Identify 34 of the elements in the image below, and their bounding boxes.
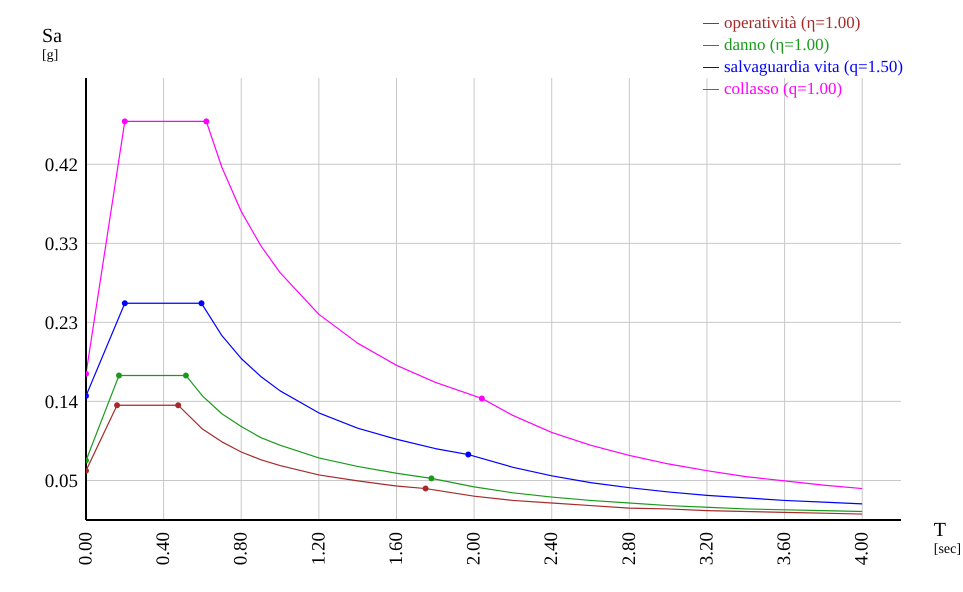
x-tick-label: 4.00 xyxy=(852,532,873,566)
legend-label: collasso (q=1.00) xyxy=(724,78,842,100)
x-tick-label: 3.60 xyxy=(774,532,796,566)
point xyxy=(182,372,189,378)
point xyxy=(198,300,204,306)
x-tick-label: 3.20 xyxy=(696,532,718,566)
y-axis-title: Sa [g] xyxy=(42,25,62,65)
x-tick-label: 2.80 xyxy=(618,532,640,566)
y-tick-label: 0.33 xyxy=(44,234,78,256)
x-tick-label: 0.00 xyxy=(76,532,96,566)
point xyxy=(116,372,122,378)
point xyxy=(114,402,120,408)
x-tick-label: 0.80 xyxy=(230,532,252,566)
y-tick-label: 0.23 xyxy=(44,313,78,334)
y-tick-label: 0.14 xyxy=(44,392,78,414)
point xyxy=(175,402,182,408)
x-tick-label: 1.20 xyxy=(308,532,330,566)
point xyxy=(122,300,128,306)
point xyxy=(478,395,485,402)
x-tick-label: 2.40 xyxy=(541,532,562,566)
point xyxy=(428,475,434,482)
y-tick-label: 0.05 xyxy=(44,471,78,492)
x-tick-label: 1.60 xyxy=(386,532,407,566)
point xyxy=(422,486,429,492)
point xyxy=(465,452,472,458)
x-tick-label: 0.40 xyxy=(153,532,174,566)
legend-label: salvaguardia vita (q=1.50) xyxy=(724,56,903,78)
x-axis-title: T [sec] xyxy=(934,519,961,559)
point xyxy=(122,118,128,124)
x-tick-label: 2.00 xyxy=(464,532,485,566)
legend-label: operatività (η=1.00) xyxy=(724,12,860,34)
y-tick-label: 0.42 xyxy=(44,155,78,176)
point xyxy=(203,118,210,124)
legend-label: danno (η=1.00) xyxy=(724,34,830,56)
